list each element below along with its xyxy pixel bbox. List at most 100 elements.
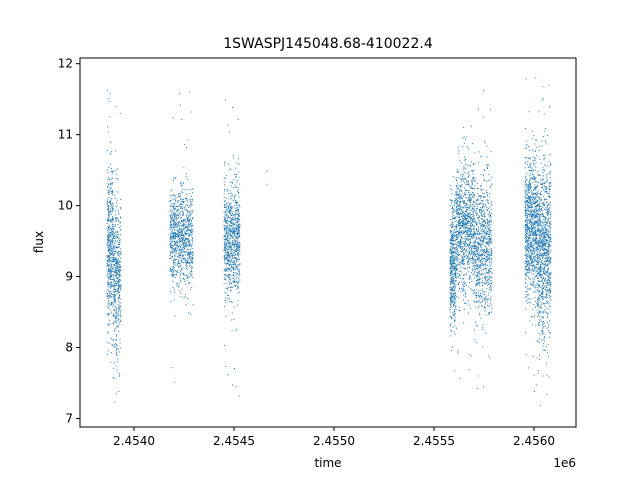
data-point <box>464 227 466 229</box>
data-point <box>169 267 171 269</box>
data-point <box>107 214 109 216</box>
data-point <box>457 249 459 251</box>
data-point <box>110 153 112 155</box>
data-point <box>482 223 484 225</box>
data-point <box>231 206 233 208</box>
data-point <box>233 257 235 259</box>
data-point <box>181 229 183 231</box>
data-point <box>476 228 478 230</box>
data-point <box>486 281 488 283</box>
data-point <box>110 291 112 293</box>
data-point <box>170 242 172 244</box>
data-point <box>479 211 481 213</box>
data-point <box>470 214 472 216</box>
data-point <box>475 211 477 213</box>
data-point <box>488 231 490 233</box>
data-point <box>525 175 527 177</box>
data-point <box>456 170 458 172</box>
data-point <box>454 218 456 220</box>
data-point <box>453 301 455 303</box>
data-point <box>226 249 228 251</box>
data-point <box>459 274 461 276</box>
data-point <box>106 228 108 230</box>
data-point <box>453 286 455 288</box>
data-point <box>454 267 456 269</box>
data-point <box>453 331 455 333</box>
data-point <box>467 254 469 256</box>
data-point <box>119 279 121 281</box>
data-point <box>486 255 488 257</box>
data-point <box>473 231 475 233</box>
data-point <box>455 286 457 288</box>
data-point <box>488 258 490 260</box>
data-point <box>468 369 470 371</box>
data-point <box>452 244 454 246</box>
data-point <box>458 232 460 234</box>
data-point <box>528 250 530 252</box>
data-point <box>111 183 113 185</box>
data-point <box>116 191 118 193</box>
data-point <box>114 210 116 212</box>
data-point <box>463 273 465 275</box>
data-point <box>117 266 119 268</box>
data-point <box>172 280 174 282</box>
data-point <box>452 285 454 287</box>
data-point <box>173 250 175 252</box>
data-point <box>172 227 174 229</box>
data-point <box>228 211 230 213</box>
data-point <box>491 176 493 178</box>
data-point <box>478 234 480 236</box>
data-point <box>185 147 187 149</box>
data-point <box>113 278 115 280</box>
data-point <box>450 268 452 270</box>
data-point <box>115 106 117 108</box>
data-point <box>468 217 470 219</box>
data-point <box>112 276 114 278</box>
data-point <box>233 255 235 257</box>
data-point <box>118 280 120 282</box>
data-point <box>470 206 472 208</box>
data-point <box>119 319 121 321</box>
data-point <box>454 201 456 203</box>
data-point <box>223 216 225 218</box>
data-point <box>186 218 188 220</box>
data-point <box>174 235 176 237</box>
data-point <box>226 215 228 217</box>
data-point <box>179 240 181 242</box>
data-point <box>479 210 481 212</box>
data-point <box>477 307 479 309</box>
data-point <box>469 234 471 236</box>
data-point <box>173 213 175 215</box>
data-point <box>236 186 238 188</box>
data-point <box>453 269 455 271</box>
data-point <box>223 250 225 252</box>
data-point <box>110 281 112 283</box>
data-point <box>111 311 113 313</box>
data-point <box>466 211 468 213</box>
data-point <box>186 179 188 181</box>
data-point <box>174 217 176 219</box>
data-point <box>238 230 240 232</box>
data-point <box>458 188 460 190</box>
data-point <box>449 271 451 273</box>
data-point <box>459 227 461 229</box>
data-point <box>225 220 227 222</box>
data-point <box>532 218 534 220</box>
data-point <box>467 244 469 246</box>
data-point <box>223 246 225 248</box>
data-point <box>114 170 116 172</box>
data-point <box>239 264 241 266</box>
data-point <box>456 209 458 211</box>
data-point <box>237 201 239 203</box>
data-point <box>111 238 113 240</box>
data-point <box>460 208 462 210</box>
data-point <box>459 288 461 290</box>
data-point <box>480 185 482 187</box>
data-point <box>475 324 477 326</box>
data-point <box>453 255 455 257</box>
data-point <box>178 193 180 195</box>
data-point <box>110 221 112 223</box>
data-point <box>462 283 464 285</box>
data-point <box>477 187 479 189</box>
data-point <box>233 271 235 273</box>
